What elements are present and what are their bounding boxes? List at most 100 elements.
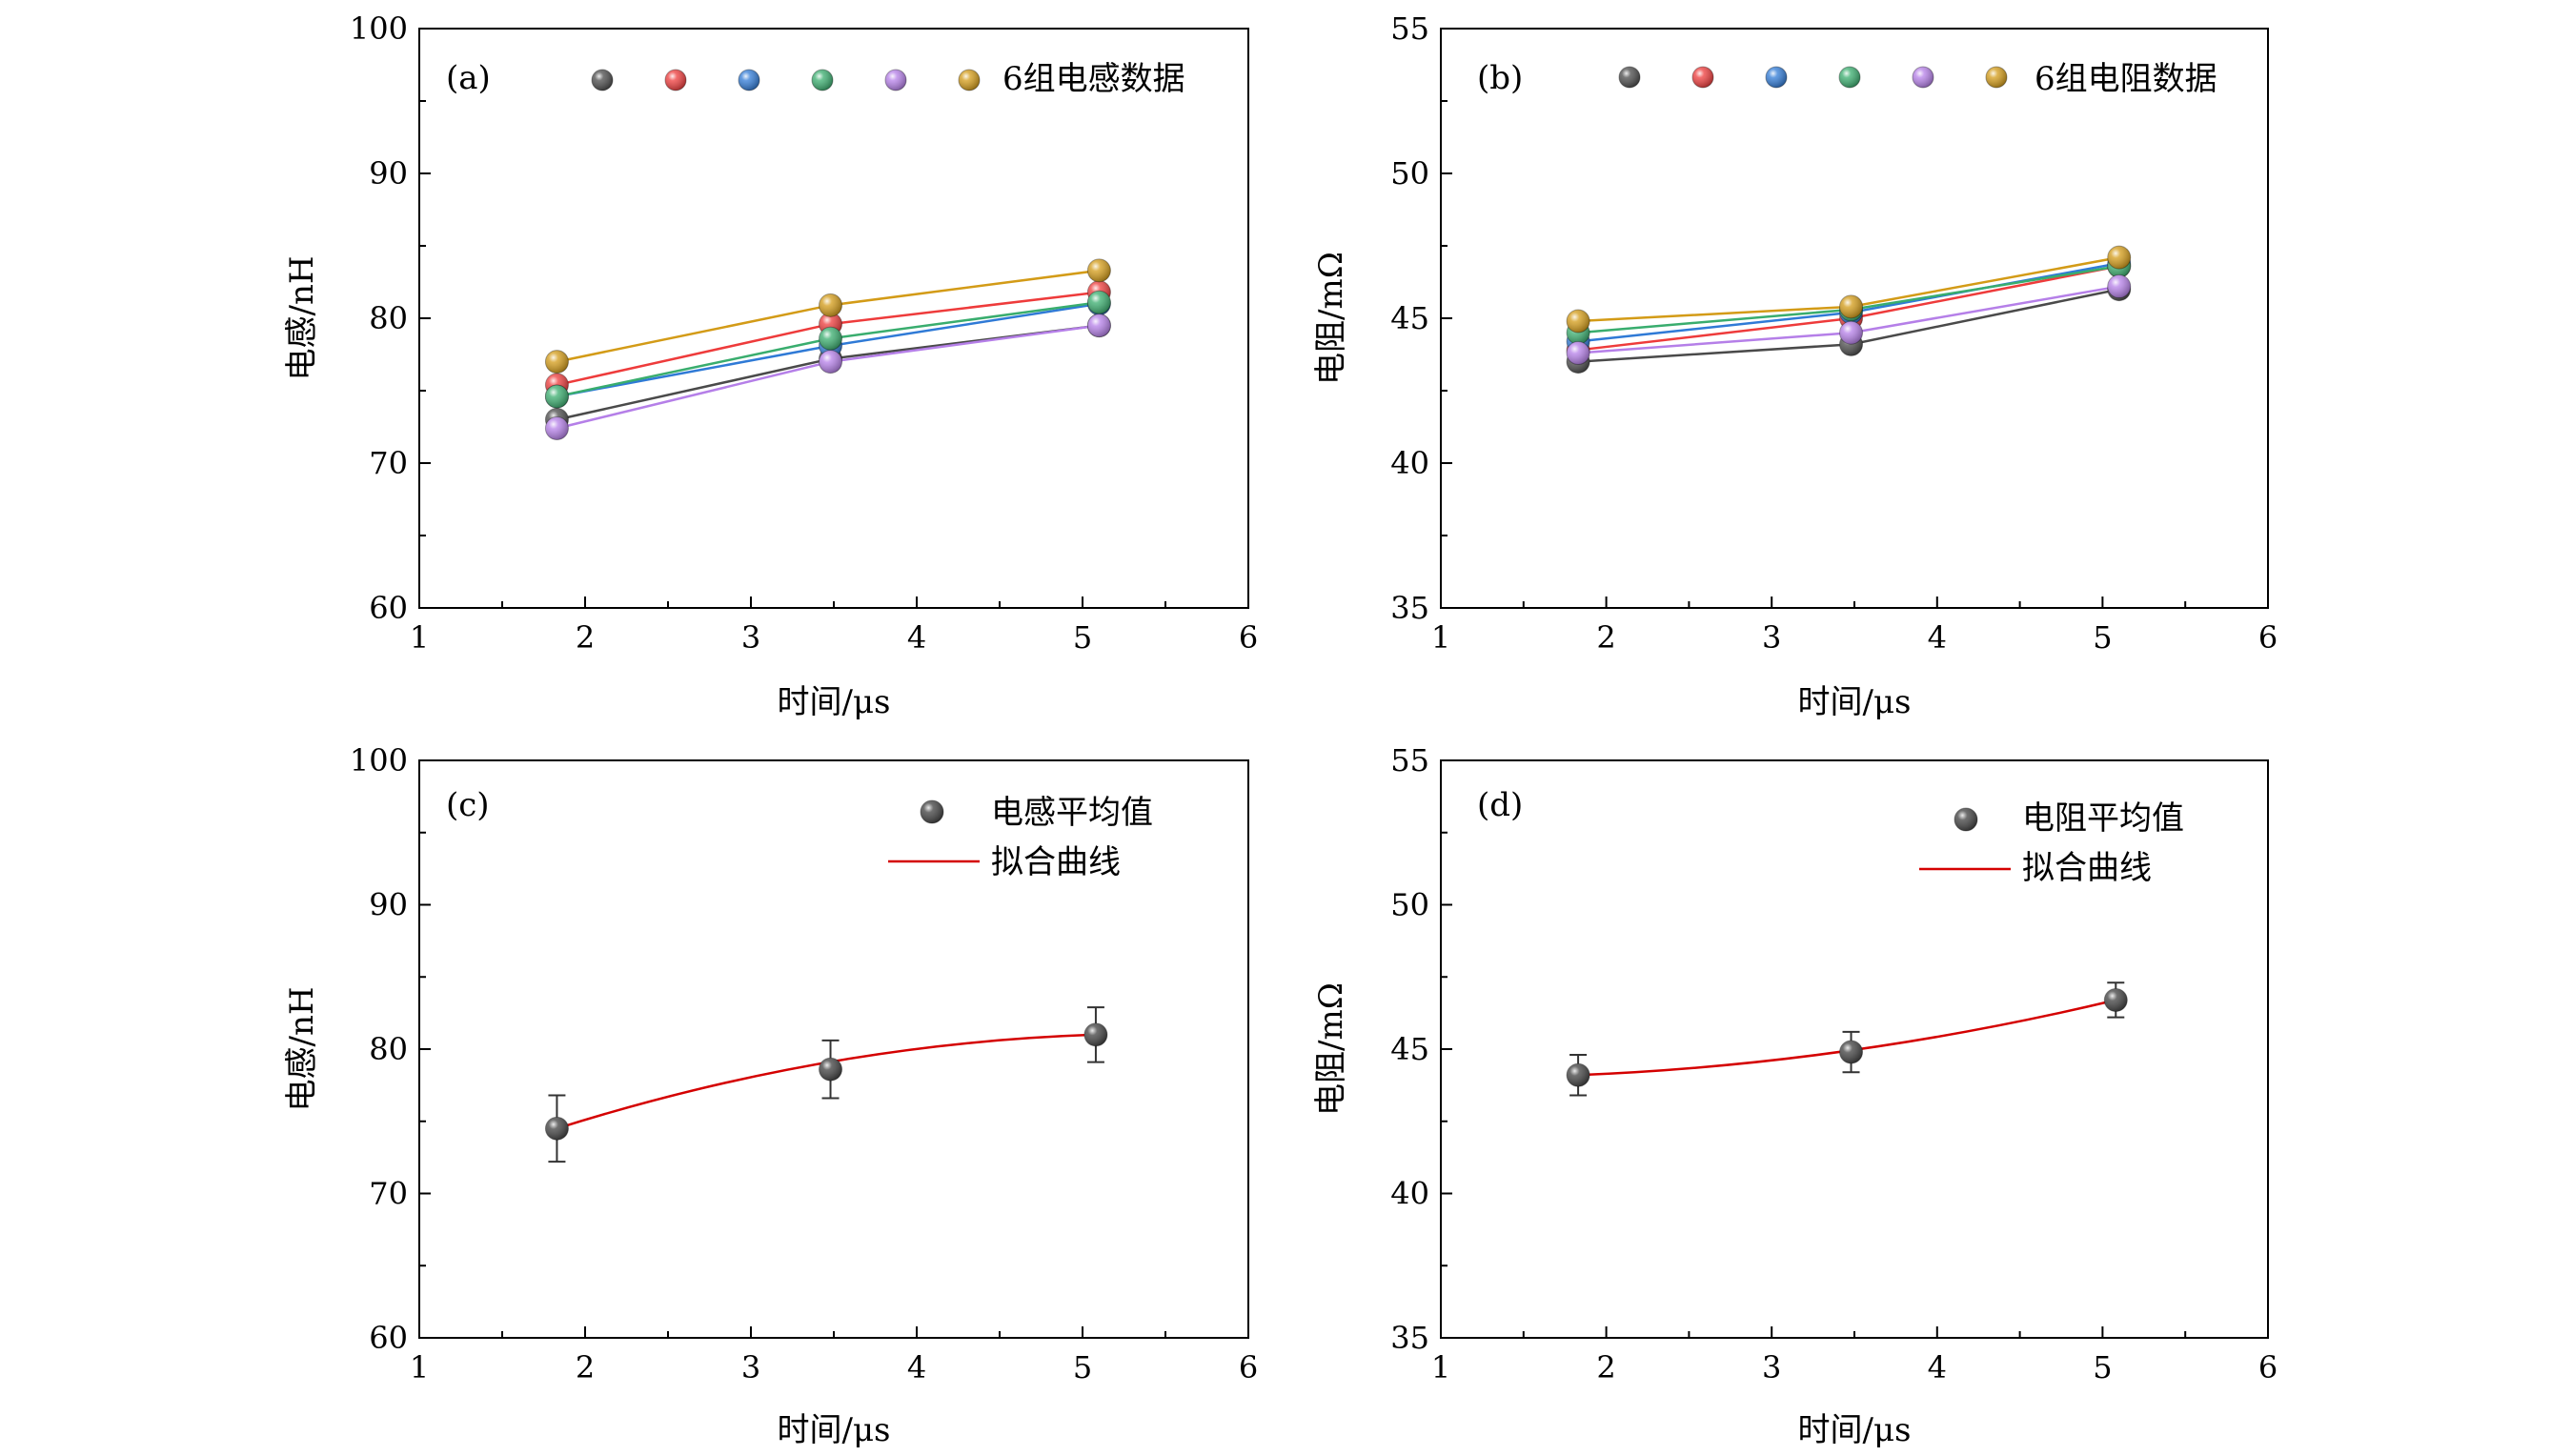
legend-marker-b-2-shine — [1766, 67, 1787, 88]
x-tick-label-a-0: 1 — [410, 619, 429, 656]
point-a-3-1-shine — [819, 327, 842, 351]
legend-marker-d-mean — [1954, 807, 1978, 832]
point-a-4-0 — [544, 416, 569, 441]
panel-label-d: (d) — [1477, 786, 1523, 824]
x-tick-label-c-2: 3 — [741, 1349, 760, 1385]
legend-marker-a-3-shine — [812, 70, 833, 91]
legend-marker-a-1 — [664, 69, 687, 91]
marks-c — [544, 1006, 1108, 1163]
mean-point-d-0 — [1566, 1062, 1590, 1087]
x-tick-label-c-5: 6 — [1239, 1349, 1258, 1385]
legend-text-c-mean: 电感平均值 — [991, 794, 1153, 832]
point-a-4-1-shine — [819, 350, 842, 374]
legend-marker-a-5-shine — [959, 70, 980, 91]
fit-curve-c — [557, 1033, 1096, 1130]
legend-marker-a-4-shine — [885, 70, 906, 91]
legend-text-d-fit: 拟合曲线 — [2022, 849, 2152, 887]
point-b-5-1-shine — [1839, 294, 1863, 318]
legend-text-d-mean: 电阻平均值 — [2022, 799, 2184, 838]
y-tick-label-c-2: 80 — [369, 1031, 408, 1067]
point-b-4-1-shine — [1839, 321, 1863, 345]
x-tick-label-c-4: 5 — [1073, 1349, 1092, 1385]
legend-marker-b-4-shine — [1913, 67, 1933, 88]
panel-label-b: (b) — [1477, 59, 1523, 97]
y-tick-label-b-2: 45 — [1390, 300, 1429, 336]
x-tick-label-a-2: 3 — [741, 619, 760, 656]
mean-point-d-2 — [2103, 987, 2128, 1012]
mean-point-c-2 — [1083, 1022, 1108, 1047]
mean-point-c-0 — [544, 1116, 569, 1141]
fit-curve-d — [1578, 999, 2116, 1077]
legend-marker-a-3 — [811, 69, 834, 91]
x-tick-label-a-1: 2 — [576, 619, 595, 656]
x-tick-label-c-3: 4 — [907, 1349, 926, 1385]
legend-marker-b-3 — [1838, 66, 1861, 89]
legend-marker-a-0-shine — [592, 70, 613, 91]
y-tick-label-d-0: 35 — [1390, 1320, 1429, 1356]
point-a-4-2-shine — [1087, 313, 1111, 337]
x-tick-label-d-1: 2 — [1596, 1349, 1615, 1385]
y-tick-label-d-2: 45 — [1390, 1031, 1429, 1067]
x-axis-label-a: 时间/μs — [778, 683, 891, 721]
ticks-a: 1 2 3 4 5 6 60 70 80 90 100 — [350, 10, 1258, 656]
point-b-5-2 — [2107, 245, 2132, 270]
y-tick-label-a-3: 90 — [369, 155, 408, 192]
mean-point-d-1 — [1839, 1040, 1864, 1064]
point-a-3-2 — [1086, 290, 1111, 314]
x-axis-label-d: 时间/μs — [1798, 1411, 1912, 1449]
legend-text-c-fit: 拟合曲线 — [991, 843, 1121, 881]
panel-label-c: (c) — [446, 786, 490, 824]
x-axis-label-c: 时间/μs — [778, 1411, 891, 1449]
x-tick-label-b-2: 3 — [1762, 619, 1781, 656]
legend-marker-a-2-shine — [739, 70, 759, 91]
panel-a: 1 2 3 4 5 6 60 70 80 90 100 (a) 6组电感数据 时间/μs 电感/nH — [283, 10, 1258, 721]
point-b-4-0 — [1566, 340, 1590, 365]
x-tick-label-a-3: 4 — [907, 619, 926, 656]
legend-marker-b-5 — [1985, 66, 2008, 89]
legend-marker-c-mean — [920, 799, 944, 824]
y-tick-label-c-3: 90 — [369, 887, 408, 923]
mean-point-c-1-shine — [819, 1058, 842, 1082]
legend-marker-a-5 — [958, 69, 981, 91]
y-tick-label-b-1: 40 — [1390, 445, 1429, 481]
point-b-5-0-shine — [1567, 310, 1590, 334]
panel-c: 1 2 3 4 5 6 60 70 80 90 100 (c) 电感平均值 拟合曲线 时间/μs 电… — [283, 742, 1258, 1449]
point-a-5-0 — [544, 350, 569, 374]
y-axis-label-b: 电阻/mΩ — [1312, 252, 1350, 385]
legend-a — [591, 69, 981, 91]
legend-marker-b-5-shine — [1986, 67, 2007, 88]
y-tick-label-c-1: 70 — [369, 1176, 408, 1212]
y-tick-label-b-3: 50 — [1390, 155, 1429, 192]
marks-d — [1566, 981, 2128, 1097]
x-tick-label-d-0: 1 — [1431, 1349, 1450, 1385]
point-a-4-2 — [1086, 313, 1111, 338]
x-tick-label-b-4: 5 — [2093, 619, 2112, 656]
y-tick-label-d-1: 40 — [1390, 1176, 1429, 1212]
mean-point-c-0-shine — [545, 1117, 569, 1141]
point-a-3-1 — [819, 326, 843, 351]
x-tick-label-c-1: 2 — [576, 1349, 595, 1385]
mean-point-d-2-shine — [2104, 988, 2128, 1012]
point-a-5-2-shine — [1087, 258, 1111, 282]
x-tick-label-d-5: 6 — [2258, 1349, 2278, 1385]
marks-b — [1566, 245, 2132, 374]
marks-a — [544, 258, 1111, 441]
mean-point-d-0-shine — [1567, 1063, 1590, 1087]
x-tick-label-a-4: 5 — [1073, 619, 1092, 656]
point-a-4-0-shine — [545, 416, 569, 440]
legend-marker-b-0 — [1618, 66, 1641, 89]
point-a-5-0-shine — [545, 350, 569, 374]
legend-text-a: 6组电感数据 — [1002, 60, 1185, 98]
point-a-5-1-shine — [819, 293, 842, 317]
legend-marker-a-1-shine — [665, 70, 686, 91]
point-a-5-2 — [1086, 258, 1111, 283]
y-tick-label-b-4: 55 — [1390, 10, 1429, 47]
ticks-c: 1 2 3 4 5 6 60 70 80 90 100 — [350, 742, 1258, 1385]
plot-frame-c — [418, 759, 1249, 1339]
x-tick-label-c-0: 1 — [410, 1349, 429, 1385]
point-a-3-0-shine — [545, 385, 569, 409]
legend-d — [1919, 807, 2011, 871]
